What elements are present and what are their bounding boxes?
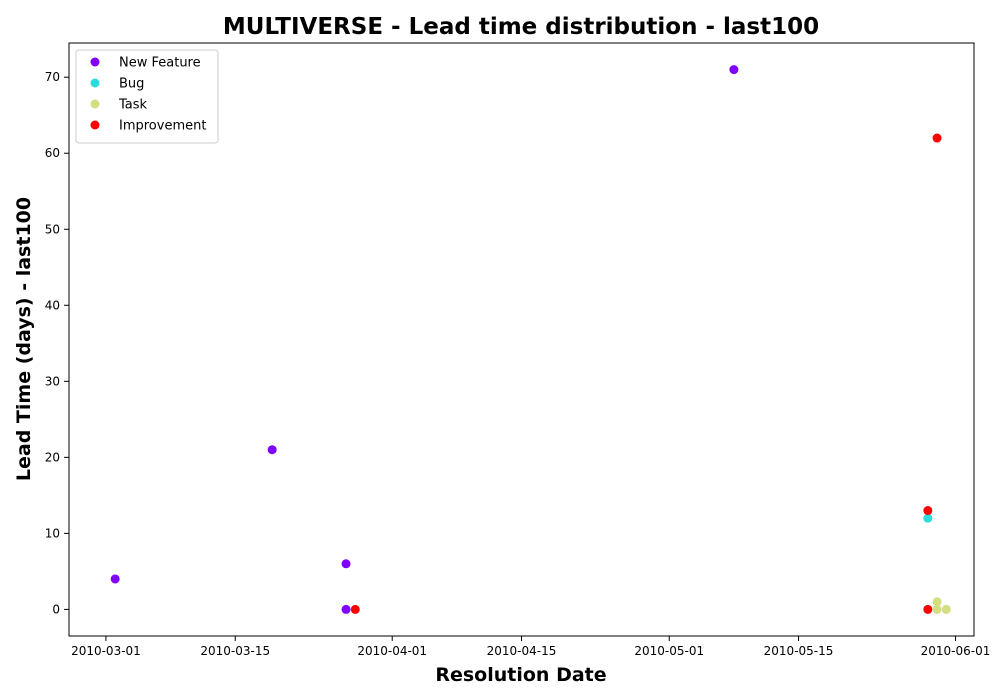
y-axis-title: Lead Time (days) - last100 xyxy=(13,197,35,481)
legend-marker-bug xyxy=(90,78,100,88)
y-tick-label: 40 xyxy=(45,298,60,312)
x-tick-label: 2010-04-01 xyxy=(357,644,427,658)
y-tick-label: 70 xyxy=(45,70,60,84)
chart-title: MULTIVERSE - Lead time distribution - la… xyxy=(223,14,819,40)
x-tick-label: 2010-06-01 xyxy=(921,644,991,658)
y-tick-label: 50 xyxy=(45,222,60,236)
y-tick-label: 60 xyxy=(45,146,60,160)
x-tick-label: 2010-05-15 xyxy=(764,644,834,658)
data-points xyxy=(110,65,951,614)
point-task xyxy=(932,604,942,614)
legend-marker-task xyxy=(90,99,100,109)
legend-box xyxy=(75,49,219,144)
x-tick-label: 2010-05-01 xyxy=(634,644,704,658)
x-tick-label: 2010-03-15 xyxy=(200,644,270,658)
legend-label-task: Task xyxy=(118,98,148,113)
x-axis-title: Resolution Date xyxy=(435,664,606,686)
point-improvement xyxy=(923,506,933,516)
y-tick-label: 30 xyxy=(45,374,60,388)
x-tick-label: 2010-03-01 xyxy=(71,644,141,658)
y-axis: 0 10 20 30 40 50 60 70 xyxy=(45,70,69,616)
legend: New Feature Bug Task Improvement xyxy=(75,49,219,144)
point-task xyxy=(932,597,942,607)
legend-label-new-feature: New Feature xyxy=(119,56,201,71)
point-improvement xyxy=(350,604,360,614)
y-tick-label: 0 xyxy=(52,602,60,616)
legend-label-improvement: Improvement xyxy=(119,119,206,134)
point-new-feature xyxy=(729,65,739,75)
legend-marker-new-feature xyxy=(90,57,100,67)
point-new-feature xyxy=(267,445,277,455)
point-new-feature xyxy=(341,559,351,569)
legend-label-bug: Bug xyxy=(119,77,144,92)
point-improvement xyxy=(932,133,942,143)
legend-marker-improvement xyxy=(90,120,100,130)
point-improvement xyxy=(923,604,933,614)
point-new-feature xyxy=(341,604,351,614)
y-tick-label: 10 xyxy=(45,526,60,540)
point-new-feature xyxy=(110,574,120,584)
point-bug xyxy=(923,513,933,523)
y-tick-label: 20 xyxy=(45,450,60,464)
x-tick-label: 2010-04-15 xyxy=(487,644,557,658)
x-axis: 2010-03-01 2010-03-15 2010-04-01 2010-04-15… xyxy=(71,636,990,658)
point-task xyxy=(941,604,951,614)
